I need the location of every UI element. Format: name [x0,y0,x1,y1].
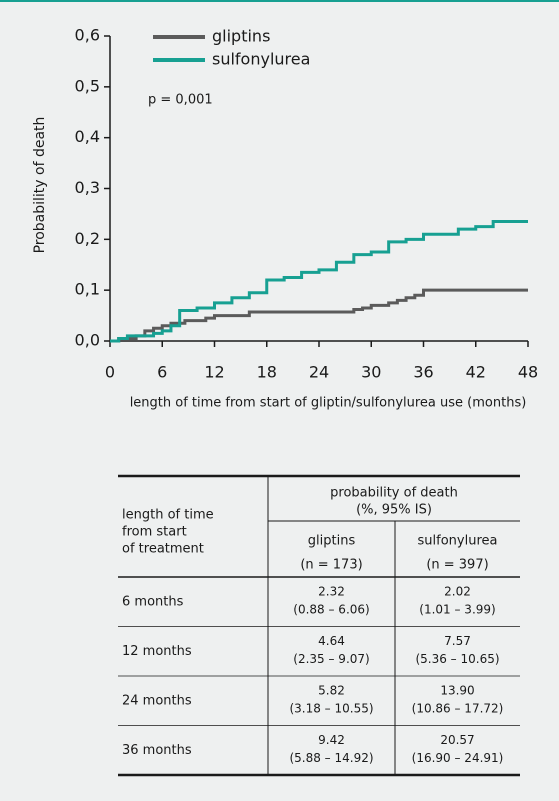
x-tick-label: 0 [105,363,115,382]
step-line [110,288,528,343]
y-tick-label: 0,0 [75,331,100,350]
top-rule [0,0,559,2]
y-tick-label: 0,3 [75,178,100,197]
cell-ci: (0.88 – 6.06) [293,603,369,617]
column-n: (n = 173) [300,558,362,573]
x-tick-label: 18 [257,363,277,382]
cell-value: 5.82 [318,684,345,698]
cell-value: 2.02 [444,585,471,599]
legend-label: gliptins [212,27,270,46]
cell-value: 2.32 [318,585,345,599]
cell-ci: (10.86 – 17.72) [412,702,504,716]
row-label: 36 months [122,743,192,758]
row-header: of treatment [122,542,204,557]
cell-value: 20.57 [440,733,474,747]
x-tick-label: 42 [466,363,486,382]
y-tick-label: 0,5 [75,76,100,95]
cell-value: 9.42 [318,733,345,747]
cell-ci: (5.88 – 14.92) [289,751,373,765]
column-header: sulfonylurea [418,534,498,549]
x-tick-label: 36 [413,363,433,382]
legend-label: sulfonylurea [212,50,310,69]
y-tick-label: 0,2 [75,229,100,248]
cell-ci: (16.90 – 24.91) [412,751,504,765]
x-tick-label: 30 [361,363,381,382]
y-axis-label: Probability of death [32,117,48,254]
x-tick-label: 6 [157,363,167,382]
cell-value: 13.90 [440,684,474,698]
group-sub: (%, 95% IS) [356,503,432,518]
y-tick-label: 0,1 [75,280,100,299]
row-header: length of time [122,508,214,523]
annotation: p = 0,001 [148,93,213,108]
cell-value: 4.64 [318,634,345,648]
cell-value: 7.57 [444,634,471,648]
x-axis-label: length of time from start of gliptin/sul… [130,396,527,411]
row-label: 12 months [122,644,192,659]
step-line [110,220,528,343]
cell-ci: (1.01 – 3.99) [419,603,495,617]
group-header: probability of death [330,486,458,501]
column-n: (n = 397) [426,558,488,573]
row-header: from start [122,525,187,540]
column-header: gliptins [308,534,356,549]
cell-ci: (3.18 – 10.55) [289,702,373,716]
y-tick-label: 0,4 [75,127,100,146]
y-tick-label: 0,6 [75,26,100,45]
row-label: 24 months [122,694,192,709]
cell-ci: (5.36 – 10.65) [415,652,499,666]
x-tick-label: 12 [204,363,224,382]
row-label: 6 months [122,595,184,610]
x-tick-label: 48 [518,363,538,382]
x-tick-label: 24 [309,363,329,382]
cell-ci: (2.35 – 9.07) [293,652,369,666]
